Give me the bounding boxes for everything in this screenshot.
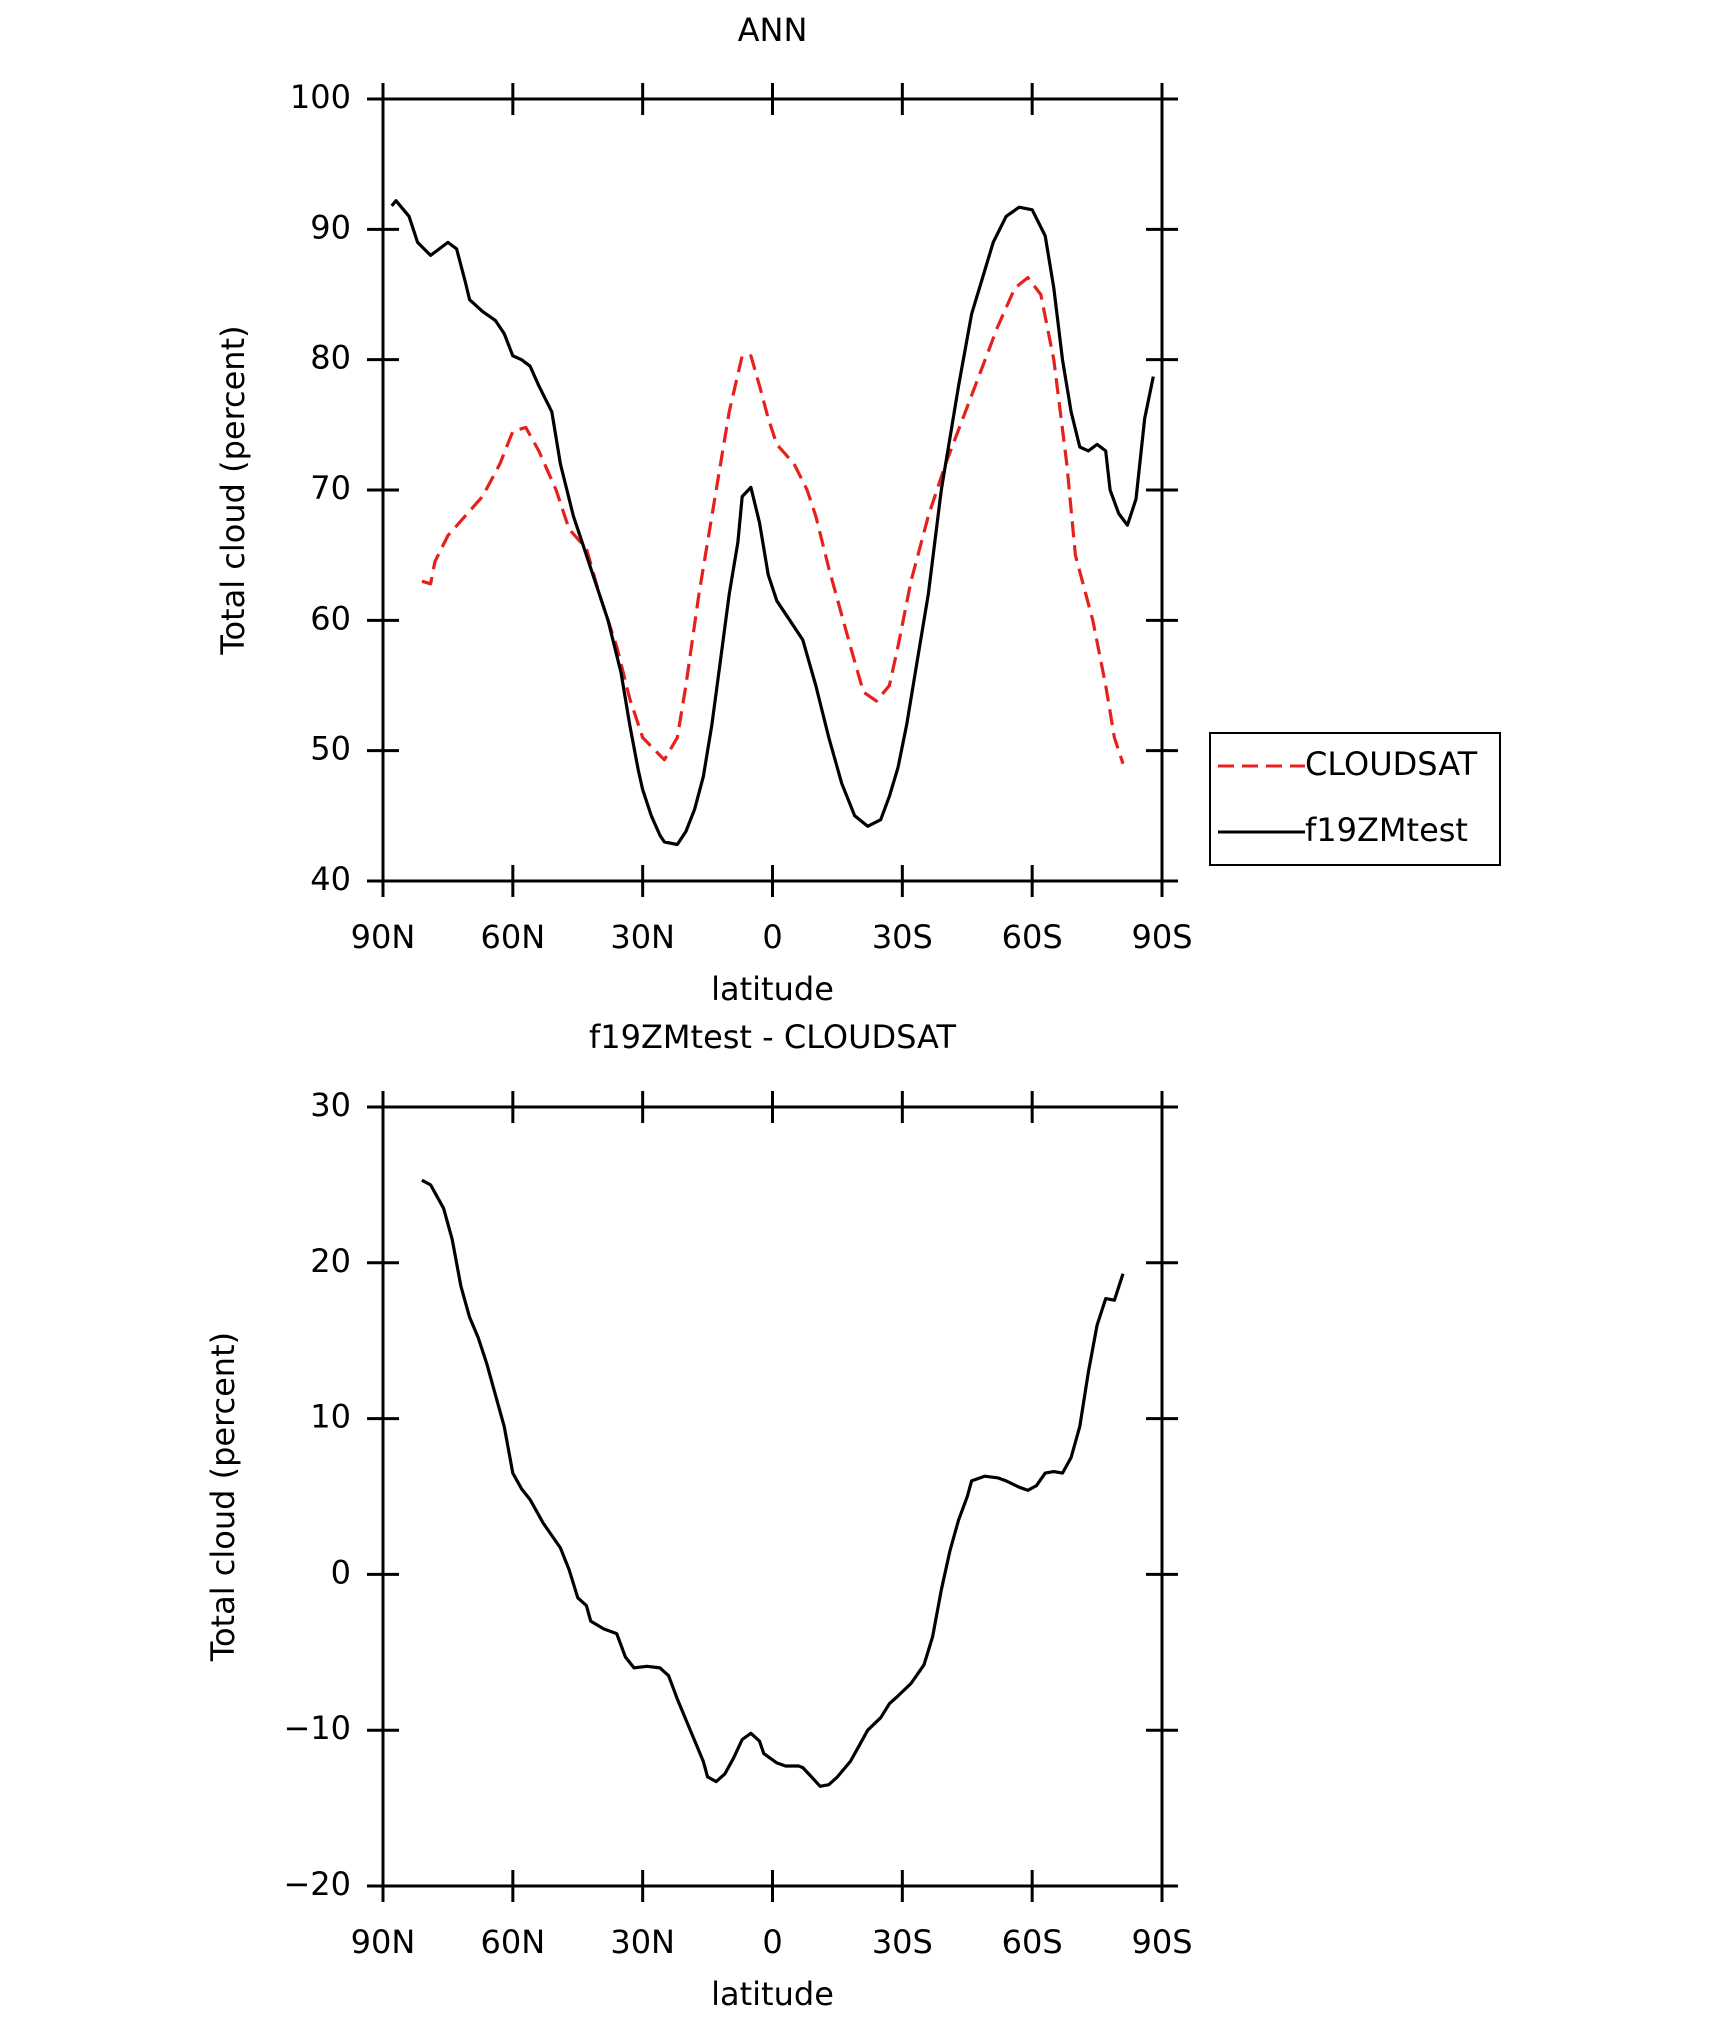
chart-title: f19ZMtest - CLOUDSAT (589, 1018, 956, 1056)
x-tick-label: 60S (1002, 918, 1063, 956)
plot-frame (381, 1105, 1164, 1888)
legend-label: CLOUDSAT (1305, 745, 1478, 783)
y-axis-label: Total cloud (percent) (214, 325, 252, 655)
y-tick-label: −10 (283, 1709, 351, 1747)
x-tick-label: 30S (872, 1923, 933, 1961)
x-tick-label: 90N (351, 918, 416, 956)
y-tick-label: 30 (310, 1086, 351, 1124)
y-tick-label: 40 (310, 860, 351, 898)
y-axis-label: Total cloud (percent) (204, 1332, 242, 1662)
x-tick-label: 60S (1002, 1923, 1063, 1961)
y-tick-label: 60 (310, 599, 351, 637)
x-tick-label: 30S (872, 918, 933, 956)
x-axis-label: latitude (711, 970, 834, 1008)
y-tick-label: 80 (310, 339, 351, 377)
y-tick-label: 0 (331, 1553, 351, 1591)
data-line (421, 1178, 1125, 1788)
y-tick-label: 20 (310, 1242, 351, 1280)
y-tick-label: −20 (283, 1865, 351, 1903)
data-line (421, 276, 1125, 765)
y-tick-label: 50 (310, 730, 351, 768)
chart-title: ANN (738, 11, 808, 49)
x-tick-label: 0 (762, 918, 782, 956)
x-tick-label: 30N (610, 918, 675, 956)
x-tick-label: 30N (610, 1923, 675, 1961)
y-tick-label: 10 (310, 1398, 351, 1436)
x-tick-label: 60N (481, 1923, 546, 1961)
legend-label: f19ZMtest (1305, 811, 1468, 849)
plot-frame (381, 97, 1164, 883)
legend-box (1209, 732, 1501, 866)
y-tick-label: 100 (290, 78, 351, 116)
x-tick-label: 90S (1131, 1923, 1192, 1961)
y-tick-label: 90 (310, 208, 351, 246)
y-tick-label: 70 (310, 469, 351, 507)
x-tick-label: 90N (351, 1923, 416, 1961)
x-tick-label: 90S (1131, 918, 1192, 956)
x-axis-label: latitude (711, 1975, 834, 2013)
x-tick-label: 0 (762, 1923, 782, 1961)
data-line (390, 199, 1155, 847)
x-tick-label: 60N (481, 918, 546, 956)
